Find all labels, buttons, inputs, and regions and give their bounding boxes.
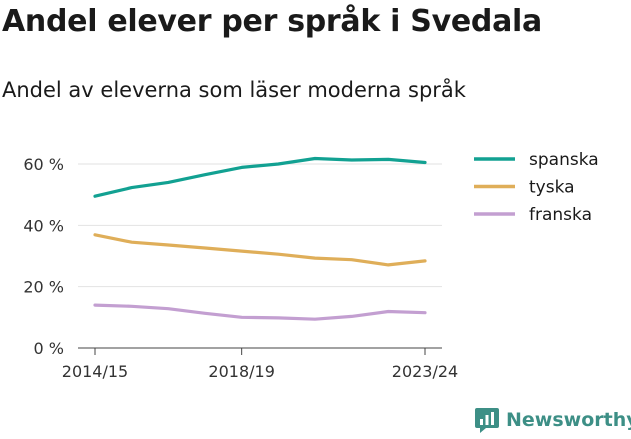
series-line-tyska bbox=[93, 233, 427, 267]
x-tick-label: 2018/19 bbox=[208, 362, 274, 381]
brand-logo: Newsworthy bbox=[474, 406, 631, 434]
chart-subtitle: Andel av eleverna som läser moderna språ… bbox=[2, 78, 466, 102]
series-line-spanska bbox=[93, 156, 427, 198]
y-tick-label: 0 % bbox=[34, 339, 64, 358]
x-tick-label: 2014/15 bbox=[62, 362, 128, 381]
legend-label-spanska: spanska bbox=[529, 150, 599, 170]
legend-label-franska: franska bbox=[529, 205, 592, 225]
chart-title: Andel elever per språk i Svedala bbox=[2, 4, 542, 39]
y-tick-label: 20 % bbox=[23, 278, 64, 297]
brand-name: Newsworthy bbox=[506, 409, 631, 431]
legend-label-tyska: tyska bbox=[529, 178, 575, 198]
y-tick-label: 60 % bbox=[23, 155, 64, 174]
x-tick-label: 2023/24 bbox=[392, 362, 458, 381]
series-line-franska bbox=[93, 303, 427, 321]
y-tick-label: 40 % bbox=[23, 216, 64, 235]
bar-chart-logo-icon bbox=[475, 408, 499, 433]
